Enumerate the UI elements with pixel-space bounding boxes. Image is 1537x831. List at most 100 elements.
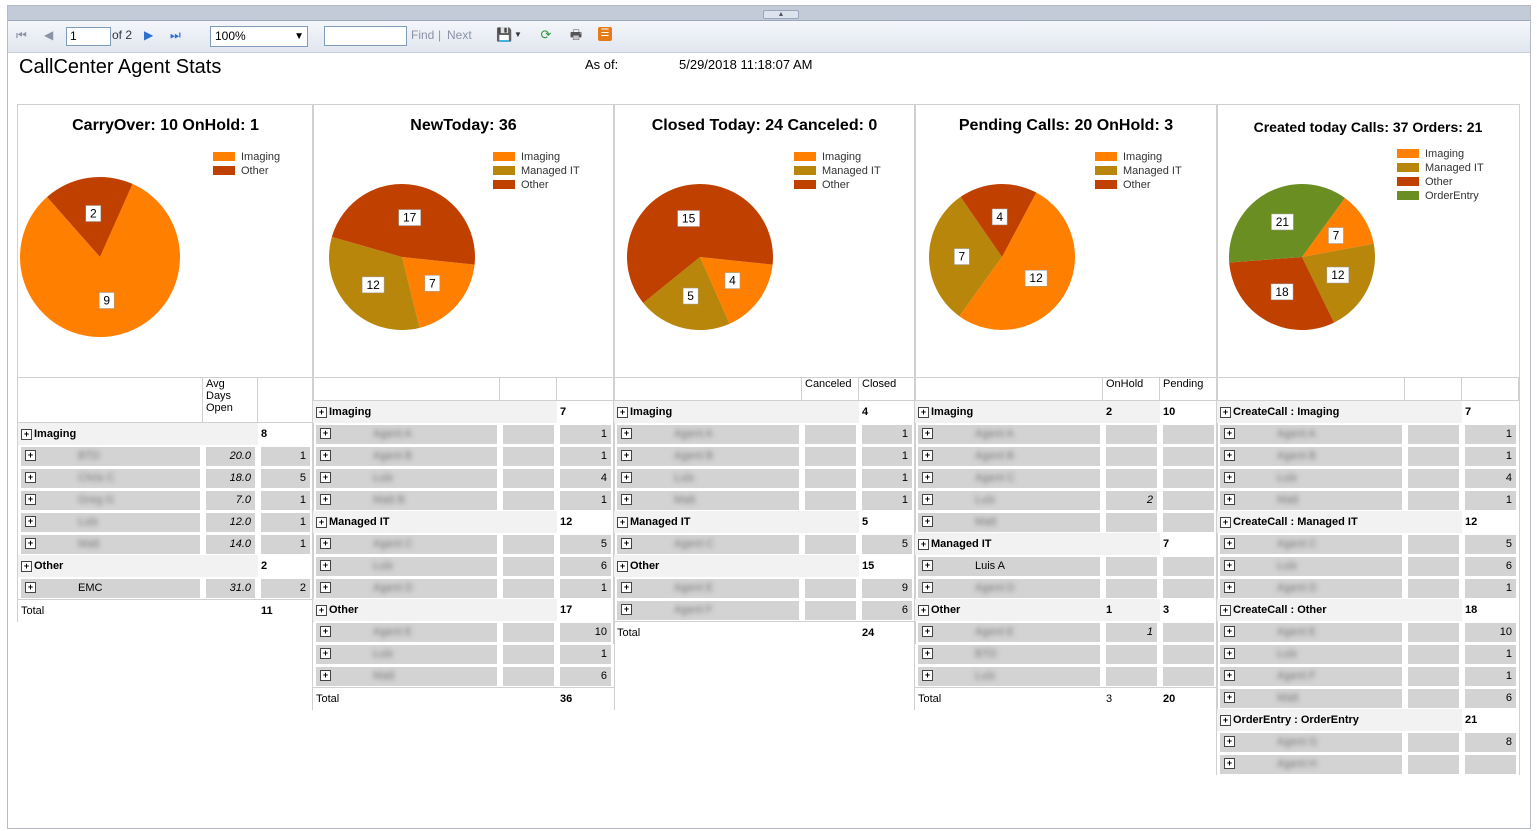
expand-icon[interactable]: + (922, 428, 933, 440)
first-page-icon[interactable]: ⏮ (16, 28, 27, 42)
next-page-icon[interactable]: ▶ (144, 28, 154, 42)
table-header (313, 378, 614, 401)
expand-icon[interactable]: + (320, 670, 331, 682)
expand-icon[interactable]: + (320, 494, 331, 506)
expand-icon[interactable]: + (320, 560, 331, 572)
expand-icon[interactable]: + (1224, 582, 1235, 594)
expand-icon[interactable]: + (1224, 538, 1235, 550)
expand-icon[interactable]: + (621, 428, 632, 440)
expand-icon[interactable]: + (621, 450, 632, 462)
expand-icon[interactable]: + (918, 604, 929, 616)
row-value-2-cell (1160, 445, 1217, 467)
expand-icon[interactable]: + (1224, 736, 1235, 748)
table-row: + Luis 1 (313, 643, 614, 665)
zoom-select[interactable]: 100% ▼ (210, 26, 308, 47)
last-page-icon[interactable]: ⏭ (170, 28, 181, 42)
expand-icon[interactable]: + (922, 560, 933, 572)
expand-icon[interactable]: + (1220, 406, 1231, 418)
agent-name: Matt (975, 515, 997, 528)
expand-icon[interactable]: + (1224, 428, 1235, 440)
print-icon[interactable]: 🖶 (569, 27, 583, 42)
expand-icon[interactable]: + (320, 450, 331, 462)
expand-icon[interactable]: + (316, 406, 327, 418)
expand-icon[interactable]: + (922, 494, 933, 506)
pie-slice-imaging[interactable] (700, 257, 773, 324)
collapse-grip-icon[interactable]: ▲ (763, 10, 799, 19)
collapse-bar[interactable]: ▲ (8, 6, 1530, 21)
expand-icon[interactable]: + (316, 604, 327, 616)
expand-icon[interactable]: + (1220, 516, 1231, 528)
expand-icon[interactable]: + (1220, 714, 1231, 726)
expand-icon[interactable]: + (21, 560, 32, 572)
expand-icon[interactable]: + (320, 648, 331, 660)
expand-icon[interactable]: + (320, 582, 331, 594)
refresh-icon[interactable]: ⟳ (540, 27, 552, 42)
next-link[interactable]: Next (447, 28, 472, 42)
expand-icon[interactable]: + (617, 516, 628, 528)
expand-icon[interactable]: + (621, 538, 632, 550)
pie-slice-imaging[interactable] (959, 192, 1075, 330)
find-input[interactable] (324, 26, 407, 46)
expand-icon[interactable]: + (25, 450, 36, 462)
data-label-box (1270, 283, 1294, 301)
prev-page-icon[interactable]: ◀ (44, 28, 54, 42)
row-value-1-cell (500, 555, 557, 577)
group-value-1 (500, 401, 557, 423)
expand-icon[interactable]: + (918, 538, 929, 550)
expand-icon[interactable]: + (1224, 626, 1235, 638)
table-header (1217, 378, 1519, 401)
expand-icon[interactable]: + (1224, 494, 1235, 506)
agent-name: Luis (975, 493, 996, 506)
expand-icon[interactable]: + (316, 516, 327, 528)
expand-icon[interactable]: + (1220, 604, 1231, 616)
expand-icon[interactable]: + (1224, 648, 1235, 660)
expand-icon[interactable]: + (25, 582, 36, 594)
pie-slice-imaging[interactable] (19, 183, 181, 337)
expand-icon[interactable]: + (320, 538, 331, 550)
row-name-box: + Agent D (918, 578, 1100, 598)
expand-icon[interactable]: + (617, 406, 628, 418)
expand-icon[interactable]: + (21, 428, 32, 440)
expand-icon[interactable]: + (1224, 450, 1235, 462)
pie-slice-other[interactable] (627, 184, 773, 303)
expand-icon[interactable]: + (1224, 560, 1235, 572)
expand-icon[interactable]: + (918, 406, 929, 418)
expand-icon[interactable]: + (922, 472, 933, 484)
expand-icon[interactable]: + (621, 472, 632, 484)
expand-icon[interactable]: + (1224, 692, 1235, 704)
expand-icon[interactable]: + (922, 516, 933, 528)
find-link[interactable]: Find (411, 28, 435, 42)
expand-icon[interactable]: + (25, 538, 36, 550)
expand-icon[interactable]: + (922, 626, 933, 638)
expand-icon[interactable]: + (25, 472, 36, 484)
row-value-1: 2 (1106, 490, 1157, 510)
expand-icon[interactable]: + (320, 626, 331, 638)
row-value-2: 8 (1465, 732, 1516, 752)
pie-slice-imaging[interactable] (402, 257, 475, 328)
expand-icon[interactable]: + (621, 604, 632, 616)
expand-icon[interactable]: + (320, 428, 331, 440)
chart-title: Pending Calls: 20 OnHold: 3 (958, 117, 1174, 134)
expand-icon[interactable]: + (1224, 758, 1235, 770)
expand-icon[interactable]: + (320, 472, 331, 484)
table-row: + Luis 6 (1217, 555, 1519, 577)
expand-icon[interactable]: + (922, 450, 933, 462)
agent-name: Agent F (1277, 669, 1316, 682)
expand-icon[interactable]: + (25, 516, 36, 528)
row-name-cell: + Agent B (313, 445, 500, 467)
expand-icon[interactable]: + (25, 494, 36, 506)
expand-icon[interactable]: + (1224, 472, 1235, 484)
expand-icon[interactable]: + (617, 560, 628, 572)
page-number-input[interactable]: 1 (66, 27, 111, 46)
expand-icon[interactable]: + (621, 582, 632, 594)
expand-icon[interactable]: + (922, 582, 933, 594)
export-icon[interactable]: 💾 (496, 27, 513, 42)
expand-icon[interactable]: + (621, 494, 632, 506)
layout-icon[interactable]: ☰ (598, 27, 612, 41)
expand-icon[interactable]: + (1224, 670, 1235, 682)
legend-label: OrderEntry (1425, 190, 1479, 202)
total-value-1: 3 (1103, 687, 1160, 710)
expand-icon[interactable]: + (922, 670, 933, 682)
expand-icon[interactable]: + (922, 648, 933, 660)
export-dropdown-icon[interactable]: ▼ (514, 30, 522, 39)
